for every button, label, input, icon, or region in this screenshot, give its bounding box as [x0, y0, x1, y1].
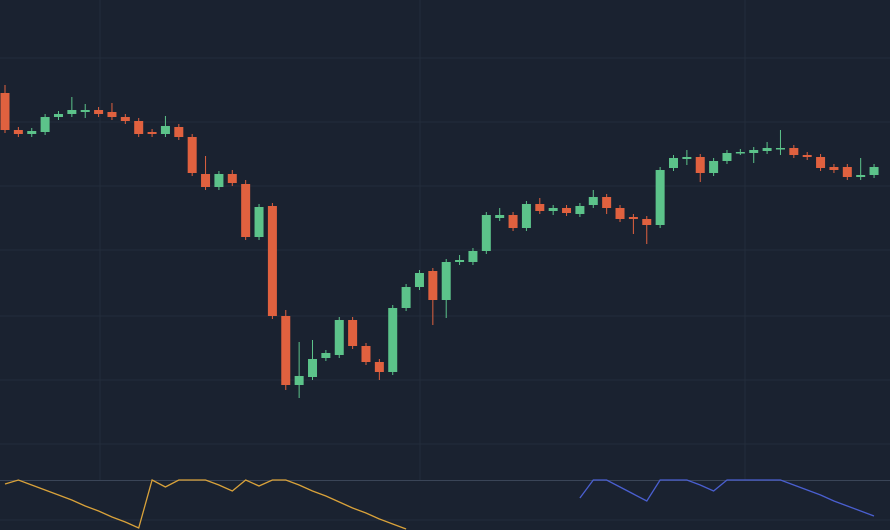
- candle-body: [869, 167, 879, 175]
- candle-body: [241, 184, 251, 237]
- candle-body: [535, 204, 545, 211]
- candle-body: [682, 157, 692, 159]
- candle-body: [842, 167, 852, 177]
- candle-body: [281, 316, 291, 385]
- candle-body: [802, 155, 812, 157]
- candle-body: [348, 320, 358, 346]
- indicator-line: [4, 479, 407, 530]
- candle-body: [495, 215, 505, 218]
- candle-body: [120, 117, 130, 121]
- candle-body: [749, 150, 759, 153]
- candle-body: [414, 273, 424, 287]
- candle-body: [655, 170, 665, 225]
- candle-body: [562, 208, 572, 213]
- candle-body: [53, 114, 63, 117]
- candle-body: [361, 346, 371, 362]
- candle-body: [602, 197, 612, 208]
- candle-body: [428, 271, 438, 300]
- candle-body: [695, 157, 705, 173]
- candle-body: [227, 174, 237, 183]
- candle-body: [388, 308, 398, 372]
- candle-body: [214, 174, 224, 187]
- candle-body: [669, 158, 678, 168]
- candle-body: [134, 121, 144, 134]
- candle-body: [735, 152, 745, 154]
- candle-body: [722, 153, 732, 161]
- candle-body: [174, 127, 184, 137]
- candle-body: [789, 148, 799, 155]
- candle-body: [588, 197, 598, 205]
- candle-body: [508, 215, 518, 228]
- candle-body: [147, 132, 157, 134]
- candle-body: [334, 320, 344, 355]
- candle-body: [40, 117, 50, 132]
- indicator-line: [579, 479, 875, 517]
- candle-body: [548, 208, 558, 211]
- candle-body: [374, 362, 384, 372]
- candle-body: [481, 215, 491, 251]
- candle-body: [267, 206, 277, 316]
- candle-body: [856, 175, 866, 177]
- candle-body: [321, 353, 331, 358]
- candle-body: [455, 260, 465, 262]
- candle-body: [187, 137, 197, 173]
- candle-body: [160, 126, 170, 134]
- candle-body: [615, 208, 625, 219]
- candle-body: [709, 161, 719, 173]
- candle-body: [67, 110, 77, 114]
- candle-body: [201, 174, 211, 187]
- candle-body: [294, 376, 304, 385]
- candle-body: [401, 287, 411, 308]
- candle-body: [762, 148, 772, 151]
- candle-body: [829, 167, 839, 170]
- candle-body: [308, 359, 318, 377]
- candle-body: [468, 251, 478, 262]
- candle-body: [27, 131, 37, 134]
- candle-body: [575, 206, 585, 214]
- candle-body: [628, 217, 638, 219]
- candle-body: [816, 157, 826, 168]
- candle-body: [13, 130, 23, 134]
- candle-body: [521, 204, 531, 228]
- candle-body: [0, 93, 10, 130]
- candle-body: [254, 207, 264, 237]
- candle-body: [80, 110, 90, 112]
- candle-body: [642, 219, 652, 225]
- candle-body: [94, 110, 104, 114]
- candle-body: [107, 112, 117, 117]
- candle-body: [441, 262, 451, 300]
- candle-body: [775, 148, 785, 150]
